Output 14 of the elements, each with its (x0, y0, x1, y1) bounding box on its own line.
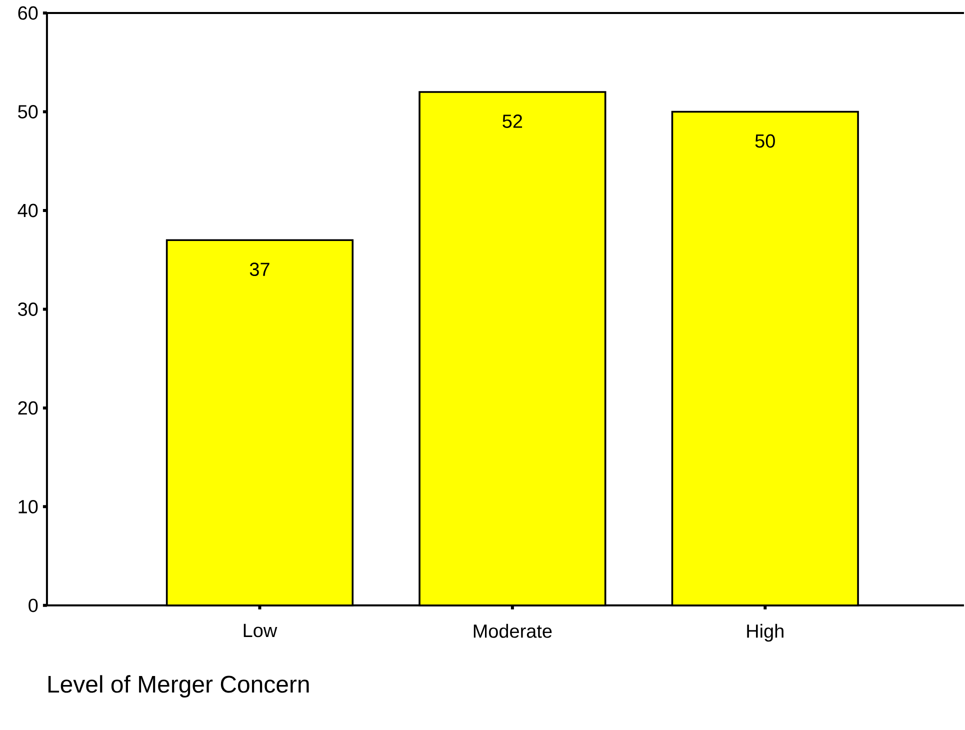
x-tick-label: Moderate (474, 624, 552, 638)
y-tick-label: 0 (28, 598, 38, 612)
y-tick-label: 40 (18, 204, 38, 218)
data-label: 52 (502, 114, 522, 128)
x-tick-label: High (747, 624, 784, 642)
x-axis-title: Level of Merger Concern (48, 675, 309, 698)
y-tick-label: 10 (18, 500, 38, 514)
x-tick-label: Low (244, 624, 278, 638)
y-tick-label: 60 (18, 6, 38, 20)
data-label: 50 (755, 134, 775, 148)
y-tick-label: 30 (18, 302, 38, 316)
data-label: 37 (250, 262, 270, 276)
y-tick-label: 20 (18, 401, 38, 415)
y-tick-label: 50 (18, 104, 38, 118)
